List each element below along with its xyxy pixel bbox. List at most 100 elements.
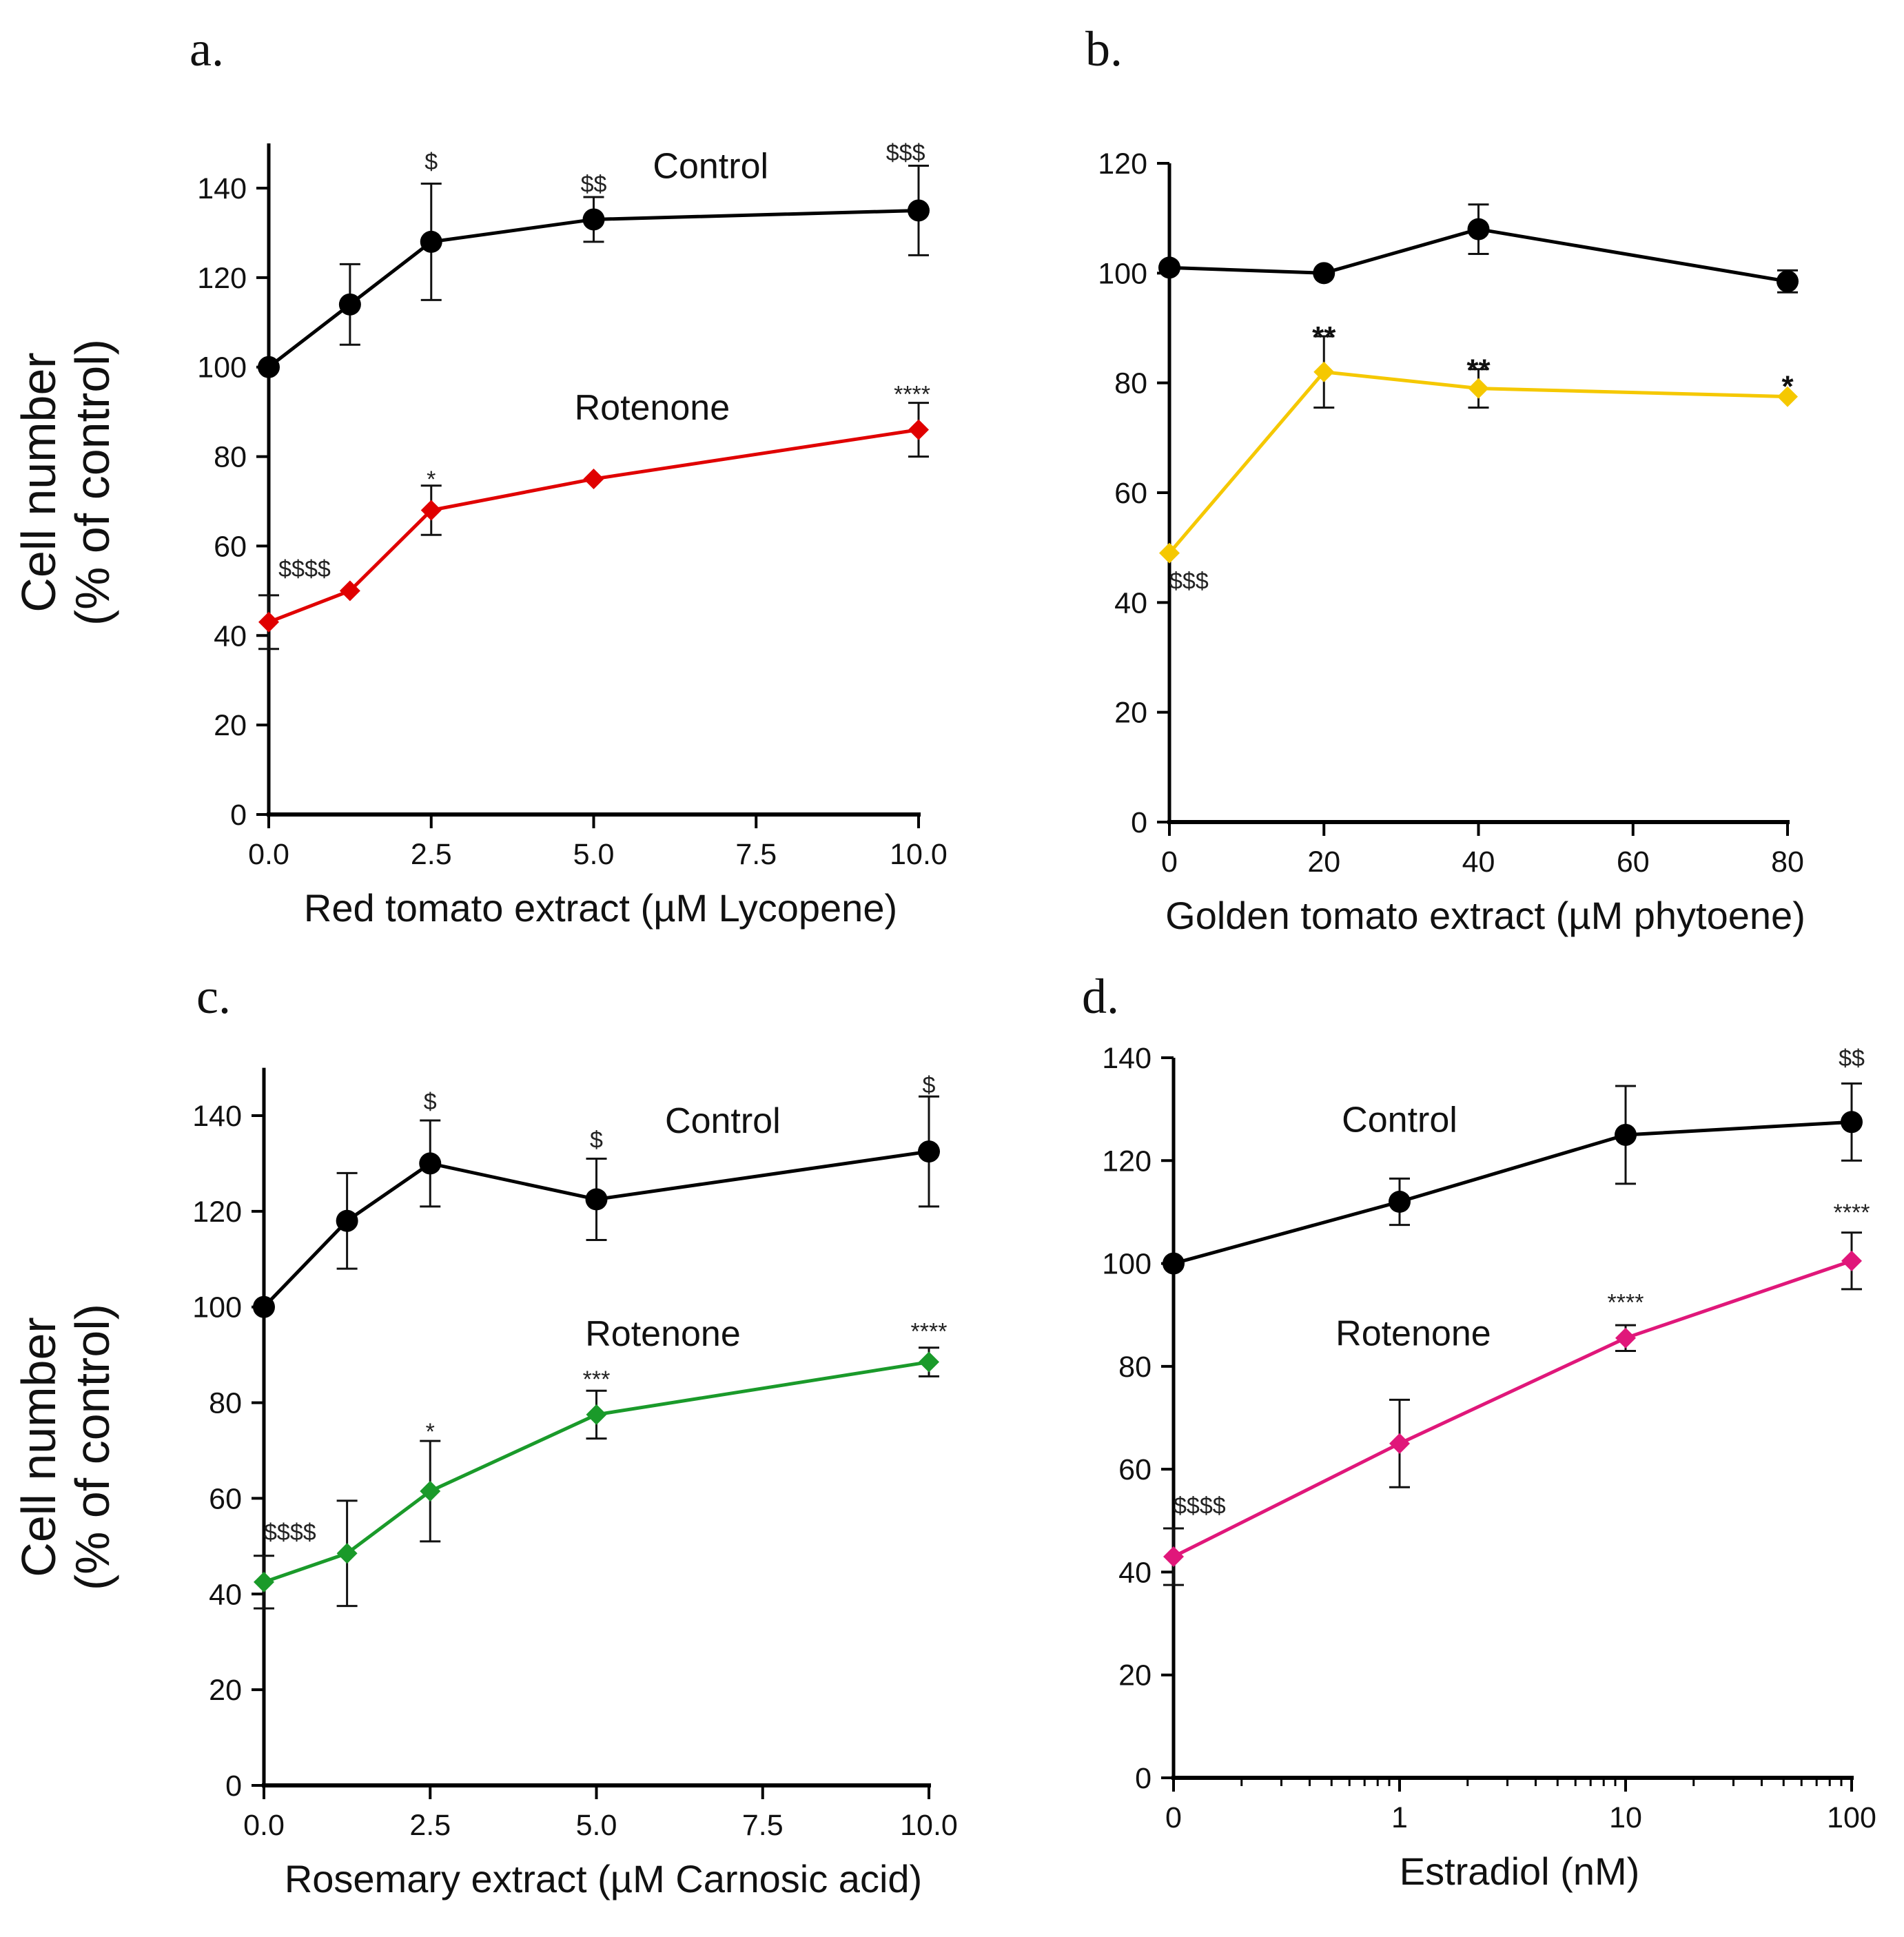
y-axis-label: Cell number (% of control)	[12, 339, 119, 626]
y-axis-label-line: (% of control)	[65, 1304, 119, 1590]
data-point	[419, 1152, 442, 1175]
series-label: Control	[1342, 1100, 1457, 1140]
data-point	[1777, 270, 1799, 293]
y-tick-label: 20	[1114, 697, 1147, 730]
y-axis-label-line: Cell number	[12, 352, 65, 612]
y-tick-label: 80	[214, 441, 247, 474]
y-tick-label: 60	[1114, 477, 1147, 510]
x-tick-label: 40	[1462, 845, 1495, 879]
significance-annotation: ****	[911, 1318, 948, 1344]
data-point	[582, 208, 605, 231]
series-control	[253, 1095, 940, 1318]
data-point	[1777, 386, 1798, 407]
significance-annotation: $	[424, 149, 438, 175]
data-point	[586, 1404, 607, 1425]
y-tick-label: 80	[209, 1387, 242, 1420]
x-tick-label: 5.0	[576, 1809, 617, 1842]
series-control	[1158, 203, 1799, 294]
y-tick-label: 80	[1118, 1351, 1151, 1384]
x-axis-label: Red tomato extract (µM Lycopene)	[304, 886, 897, 930]
y-tick-label: 0	[1131, 806, 1147, 839]
series-line	[1173, 1120, 1852, 1265]
y-tick-label: 140	[197, 172, 247, 205]
series-rotenone	[1159, 335, 1798, 564]
y-tick-label: 100	[1102, 1248, 1151, 1281]
data-point	[420, 500, 442, 521]
y-tick-label: 20	[1118, 1659, 1151, 1692]
y-tick-label: 140	[192, 1100, 242, 1133]
significance-annotation: $$$$	[264, 1519, 316, 1546]
series-line	[268, 428, 919, 624]
x-axis-label: Golden tomato extract (µM phytoene)	[1165, 894, 1805, 937]
x-tick-label: 2.5	[409, 1809, 451, 1842]
x-tick-label: 80	[1771, 845, 1804, 879]
panel-letter: b.	[1085, 21, 1123, 76]
y-tick-label: 60	[209, 1482, 242, 1515]
y-tick-label: 40	[1118, 1556, 1151, 1589]
data-point	[420, 1481, 441, 1502]
data-point	[1389, 1191, 1411, 1213]
y-tick-label: 120	[1098, 147, 1147, 181]
y-tick-label: 60	[214, 530, 247, 563]
data-point	[339, 580, 360, 602]
series-line	[1172, 1259, 1852, 1559]
series-rotenone	[258, 402, 929, 650]
significance-annotation: ****	[1608, 1290, 1644, 1316]
data-point	[1389, 1433, 1410, 1454]
significance-annotation: $$$	[886, 140, 925, 166]
y-tick-label: 100	[1098, 257, 1147, 290]
data-point	[1615, 1327, 1636, 1349]
y-axis-label: Cell number (% of control)	[12, 1304, 119, 1590]
y-tick-label: 40	[1114, 586, 1147, 619]
significance-annotation: $	[590, 1127, 603, 1154]
data-point	[1841, 1111, 1863, 1134]
x-axis-label: Estradiol (nM)	[1400, 1849, 1640, 1893]
data-point	[420, 230, 442, 253]
series-control	[258, 165, 930, 378]
series-rotenone	[1163, 1231, 1862, 1586]
data-point	[918, 1140, 940, 1163]
series-line	[1169, 227, 1788, 283]
x-tick-label: 100	[1827, 1801, 1876, 1834]
significance-annotation: ***	[583, 1366, 611, 1393]
x-tick-label: 10.0	[900, 1809, 958, 1842]
panel-letter: a.	[190, 21, 224, 76]
significance-annotation: *	[427, 467, 436, 493]
y-tick-label: 80	[1114, 367, 1147, 400]
x-tick-label: 5.0	[573, 838, 615, 871]
data-point	[336, 1543, 358, 1564]
x-tick-label: 1	[1391, 1801, 1408, 1834]
significance-annotation: $	[923, 1072, 936, 1098]
x-tick-label: 10	[1609, 1801, 1642, 1834]
y-tick-label: 20	[209, 1674, 242, 1707]
series-line	[1168, 370, 1788, 555]
significance-annotation: $$$	[1169, 568, 1209, 594]
y-tick-label: 40	[209, 1578, 242, 1611]
data-point	[908, 419, 929, 440]
data-point	[338, 293, 361, 316]
y-tick-label: 0	[230, 799, 247, 832]
x-tick-label: 0	[1161, 845, 1178, 879]
panel-letter: d.	[1082, 969, 1119, 1024]
series-label: Control	[653, 147, 768, 187]
y-tick-label: 60	[1118, 1453, 1151, 1486]
y-tick-label: 120	[197, 262, 247, 295]
data-point	[254, 1571, 274, 1592]
data-point	[258, 356, 280, 378]
series-control	[1163, 1082, 1863, 1275]
data-point	[1313, 262, 1335, 285]
y-tick-label: 100	[192, 1291, 242, 1324]
x-tick-label: 20	[1307, 845, 1340, 879]
y-axis-label-line: (% of control)	[65, 339, 119, 626]
x-tick-label: 0.0	[243, 1809, 285, 1842]
data-point	[1468, 378, 1489, 399]
data-point	[1158, 256, 1180, 279]
significance-annotation: $$$$	[278, 556, 331, 582]
y-tick-label: 140	[1102, 1042, 1151, 1075]
y-axis-label-line: Cell number	[12, 1317, 65, 1577]
data-point	[585, 1188, 608, 1211]
x-tick-label: 7.5	[742, 1809, 784, 1842]
series-rotenone	[254, 1346, 939, 1610]
data-point	[1159, 542, 1180, 564]
